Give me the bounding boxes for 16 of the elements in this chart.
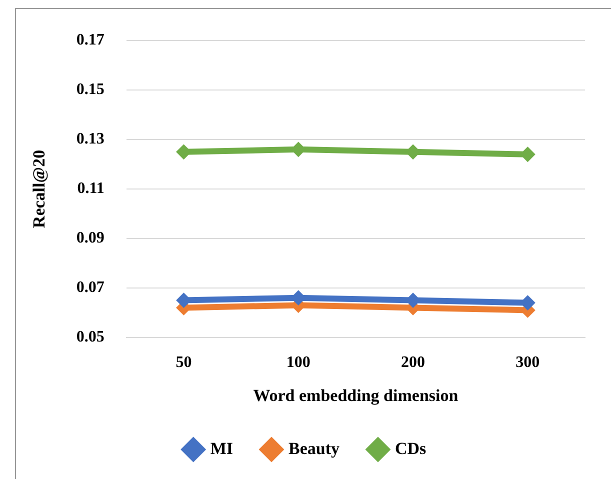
legend-label: CDs <box>394 438 427 458</box>
y-tick-label: 0.11 <box>77 180 104 198</box>
y-tick-label: 0.15 <box>76 81 104 98</box>
y-tick-label: 0.13 <box>76 130 104 148</box>
legend-label: MI <box>210 438 234 458</box>
x-axis-title: Word embedding dimension <box>253 386 459 406</box>
x-tick-label: 300 <box>516 354 540 372</box>
y-tick-label: 0.09 <box>76 230 104 247</box>
x-tick-label: 100 <box>286 354 310 372</box>
y-axis-title: Recall@20 <box>30 150 49 228</box>
y-tick-label: 0.07 <box>76 279 104 296</box>
y-tick-label: 0.17 <box>76 32 104 49</box>
legend-label: Beauty <box>288 438 340 458</box>
y-tick-label: 0.05 <box>76 328 104 346</box>
x-tick-label: 200 <box>401 354 426 372</box>
x-tick-label: 50 <box>176 354 192 372</box>
